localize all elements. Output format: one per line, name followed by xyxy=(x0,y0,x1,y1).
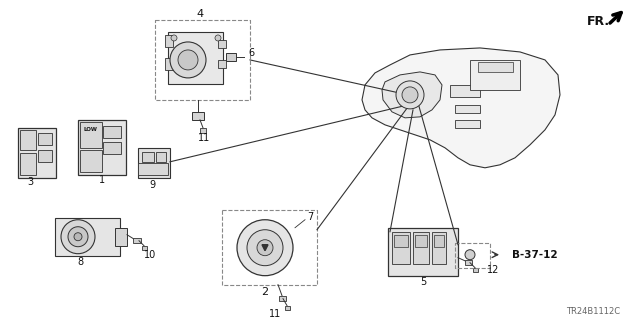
Text: FR.: FR. xyxy=(587,15,610,28)
Circle shape xyxy=(257,240,273,256)
Bar xyxy=(388,228,458,276)
Text: 7: 7 xyxy=(307,212,313,222)
Circle shape xyxy=(171,35,177,41)
Text: LOW: LOW xyxy=(84,127,98,132)
Circle shape xyxy=(247,230,283,266)
Bar xyxy=(478,62,513,72)
Polygon shape xyxy=(262,245,268,251)
Text: B-37-12: B-37-12 xyxy=(512,250,558,260)
Bar xyxy=(470,60,520,90)
Text: 4: 4 xyxy=(196,9,204,19)
Polygon shape xyxy=(362,48,560,168)
Text: 6: 6 xyxy=(248,48,254,58)
Circle shape xyxy=(465,250,475,260)
Bar xyxy=(80,150,102,172)
Bar xyxy=(103,126,121,138)
Bar xyxy=(103,142,121,154)
Bar xyxy=(226,53,236,61)
Bar xyxy=(156,152,166,162)
Circle shape xyxy=(68,227,88,247)
Bar xyxy=(78,120,126,175)
Bar xyxy=(465,260,472,265)
Circle shape xyxy=(215,35,221,41)
Text: 10: 10 xyxy=(144,250,156,260)
Circle shape xyxy=(402,87,418,103)
Bar xyxy=(218,60,226,68)
Bar xyxy=(165,35,173,47)
Bar xyxy=(200,128,206,133)
Text: 9: 9 xyxy=(149,180,155,190)
Text: TR24B1112C: TR24B1112C xyxy=(566,307,620,316)
Bar xyxy=(455,243,490,268)
Bar xyxy=(138,148,170,178)
Polygon shape xyxy=(382,72,442,118)
Text: 8: 8 xyxy=(77,257,83,267)
Bar xyxy=(285,306,290,310)
Bar xyxy=(279,296,286,301)
Circle shape xyxy=(61,220,95,254)
Bar xyxy=(413,232,429,264)
Circle shape xyxy=(74,233,82,241)
Bar xyxy=(133,238,141,243)
Bar xyxy=(38,150,52,162)
Bar xyxy=(432,232,446,264)
Bar xyxy=(55,218,120,256)
Bar xyxy=(142,246,147,250)
Bar xyxy=(138,163,168,175)
Text: 1: 1 xyxy=(99,175,105,185)
Text: 12: 12 xyxy=(487,265,499,275)
Circle shape xyxy=(170,42,206,78)
Text: 5: 5 xyxy=(420,277,426,287)
Bar xyxy=(142,152,154,162)
Bar xyxy=(392,232,410,264)
Bar xyxy=(155,20,250,100)
Text: 11: 11 xyxy=(269,308,281,319)
Bar xyxy=(168,32,223,84)
Circle shape xyxy=(237,220,293,276)
Bar xyxy=(415,235,427,247)
Text: 3: 3 xyxy=(27,177,33,187)
Bar xyxy=(394,235,408,247)
Text: 11: 11 xyxy=(198,133,210,143)
Circle shape xyxy=(396,81,424,109)
Bar xyxy=(455,105,480,113)
Bar xyxy=(115,228,127,246)
Bar xyxy=(20,130,36,150)
Circle shape xyxy=(178,50,198,70)
Bar xyxy=(222,210,317,285)
Bar xyxy=(38,133,52,145)
Bar xyxy=(192,112,204,120)
Bar xyxy=(455,120,480,128)
Text: 2: 2 xyxy=(261,287,269,297)
Bar xyxy=(20,153,36,175)
Bar xyxy=(434,235,444,247)
Bar xyxy=(473,268,478,272)
Bar xyxy=(450,85,480,97)
Bar xyxy=(80,122,102,148)
Bar xyxy=(18,128,56,178)
Bar xyxy=(165,58,173,70)
Bar xyxy=(218,40,226,48)
